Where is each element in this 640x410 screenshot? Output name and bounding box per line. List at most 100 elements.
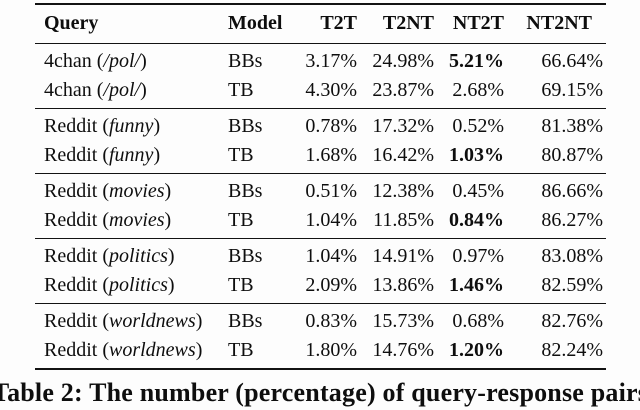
nt2t-cell: 0.45% — [434, 174, 504, 207]
section-reddit-funny: Reddit (funny) BBs 0.78% 17.32% 0.52% 81… — [35, 109, 606, 174]
nt2nt-cell: 83.08% — [541, 245, 603, 267]
model-cell: TB — [228, 144, 254, 166]
t2nt-cell: 14.76% — [372, 339, 434, 361]
query-subreddit: worldnews — [109, 339, 196, 361]
section-reddit-movies: Reddit (movies) BBs 0.51% 12.38% 0.45% 8… — [35, 174, 606, 239]
model-cell: BBs — [228, 180, 263, 202]
query-close: ) — [195, 310, 203, 332]
section-reddit-politics: Reddit (politics) BBs 1.04% 14.91% 0.97%… — [35, 239, 606, 304]
table-row: Reddit (worldnews) TB 1.80% 14.76% 1.20%… — [35, 336, 606, 369]
nt2t-value: 0.68% — [452, 310, 504, 332]
table-row: Reddit (movies) TB 1.04% 11.85% 0.84% 86… — [35, 206, 606, 239]
model-cell: TB — [228, 209, 254, 231]
nt2t-cell: 1.03% — [434, 141, 504, 174]
nt2nt-cell: 66.64% — [541, 50, 603, 72]
model-cell: TB — [228, 339, 254, 361]
query-cell: 4chan (/pol/) — [35, 76, 228, 109]
t2nt-cell: 24.98% — [372, 50, 434, 72]
nt2nt-cell: 82.59% — [541, 274, 603, 296]
query-subreddit: worldnews — [109, 310, 196, 332]
nt2t-cell: 0.52% — [434, 109, 504, 142]
t2t-cell: 4.30% — [305, 79, 357, 101]
table-row: 4chan (/pol/) TB 4.30% 23.87% 2.68% 69.1… — [35, 76, 606, 109]
nt2t-value: 0.84% — [449, 209, 504, 231]
model-cell: BBs — [228, 115, 263, 137]
nt2t-value: 5.21% — [449, 50, 504, 72]
section-reddit-worldnews: Reddit (worldnews) BBs 0.83% 15.73% 0.68… — [35, 304, 606, 369]
query-source: 4chan ( — [44, 50, 104, 72]
t2t-cell: 1.04% — [305, 245, 357, 267]
nt2nt-cell: 81.38% — [541, 115, 603, 137]
nt2t-value: 1.46% — [449, 274, 504, 296]
model-cell: BBs — [228, 310, 263, 332]
nt2t-value: 1.20% — [449, 339, 504, 361]
results-table: Query Model T2T T2NT NT2T NT2NT 4chan (/… — [35, 3, 606, 370]
table-row: Reddit (politics) BBs 1.04% 14.91% 0.97%… — [35, 239, 606, 272]
nt2t-cell: 0.97% — [434, 239, 504, 272]
query-cell: Reddit (politics) — [35, 239, 228, 272]
t2t-cell: 3.17% — [305, 50, 357, 72]
nt2t-value: 2.68% — [452, 79, 504, 101]
query-source: Reddit ( — [44, 245, 109, 267]
query-close: ) — [153, 144, 161, 166]
table-caption: Table 2: The number (percentage) of quer… — [0, 378, 640, 407]
nt2nt-cell: 80.87% — [541, 144, 603, 166]
query-source: Reddit ( — [44, 274, 109, 296]
table-row: Reddit (worldnews) BBs 0.83% 15.73% 0.68… — [35, 304, 606, 337]
query-subreddit: funny — [109, 144, 154, 166]
model-cell: TB — [228, 79, 254, 101]
query-close: ) — [140, 79, 147, 101]
t2t-cell: 1.68% — [305, 144, 357, 166]
query-close: ) — [153, 115, 161, 137]
t2nt-cell: 14.91% — [372, 245, 434, 267]
nt2t-cell: 2.68% — [434, 76, 504, 109]
t2t-cell: 2.09% — [305, 274, 357, 296]
t2nt-cell: 13.86% — [372, 274, 434, 296]
table-row: Reddit (politics) TB 2.09% 13.86% 1.46% … — [35, 271, 606, 304]
query-subreddit: politics — [109, 274, 168, 296]
nt2nt-cell: 69.15% — [541, 79, 603, 101]
column-header-nt2t: NT2T — [452, 12, 504, 34]
nt2t-value: 0.52% — [452, 115, 504, 137]
nt2nt-cell: 86.66% — [541, 180, 603, 202]
query-close: ) — [164, 209, 172, 231]
model-cell: BBs — [228, 245, 263, 267]
query-close: ) — [164, 180, 172, 202]
query-close: ) — [195, 339, 203, 361]
column-header-t2nt: T2NT — [382, 12, 434, 34]
query-cell: Reddit (movies) — [35, 206, 228, 239]
t2t-cell: 0.83% — [305, 310, 357, 332]
nt2t-value: 0.97% — [452, 245, 504, 267]
query-subreddit: politics — [109, 245, 168, 267]
table-row: Reddit (funny) TB 1.68% 16.42% 1.03% 80.… — [35, 141, 606, 174]
t2t-cell: 1.04% — [305, 209, 357, 231]
t2nt-cell: 12.38% — [372, 180, 434, 202]
table-row: Reddit (funny) BBs 0.78% 17.32% 0.52% 81… — [35, 109, 606, 142]
t2nt-cell: 11.85% — [373, 209, 434, 231]
t2nt-cell: 15.73% — [372, 310, 434, 332]
query-source: Reddit ( — [44, 310, 109, 332]
nt2t-cell: 5.21% — [434, 44, 504, 77]
table-row: Reddit (movies) BBs 0.51% 12.38% 0.45% 8… — [35, 174, 606, 207]
model-cell: TB — [228, 274, 254, 296]
query-source: 4chan ( — [44, 79, 104, 101]
query-cell: Reddit (movies) — [35, 174, 228, 207]
model-cell: BBs — [228, 50, 263, 72]
query-cell: Reddit (funny) — [35, 109, 228, 142]
t2t-cell: 0.78% — [305, 115, 357, 137]
nt2t-value: 0.45% — [452, 180, 504, 202]
column-header-query: Query — [44, 12, 99, 34]
t2nt-cell: 16.42% — [372, 144, 434, 166]
column-header-nt2nt: NT2NT — [526, 12, 592, 34]
nt2nt-cell: 82.24% — [541, 339, 603, 361]
t2t-cell: 1.80% — [305, 339, 357, 361]
query-source: Reddit ( — [44, 339, 109, 361]
query-source: Reddit ( — [44, 115, 109, 137]
table-header: Query Model T2T T2NT NT2T NT2NT — [35, 4, 606, 44]
header-row: Query Model T2T T2NT NT2T NT2NT — [35, 4, 606, 44]
query-cell: Reddit (funny) — [35, 141, 228, 174]
table-row: 4chan (/pol/) BBs 3.17% 24.98% 5.21% 66.… — [35, 44, 606, 77]
query-subreddit: movies — [109, 209, 165, 231]
query-board: /pol/ — [103, 50, 141, 72]
